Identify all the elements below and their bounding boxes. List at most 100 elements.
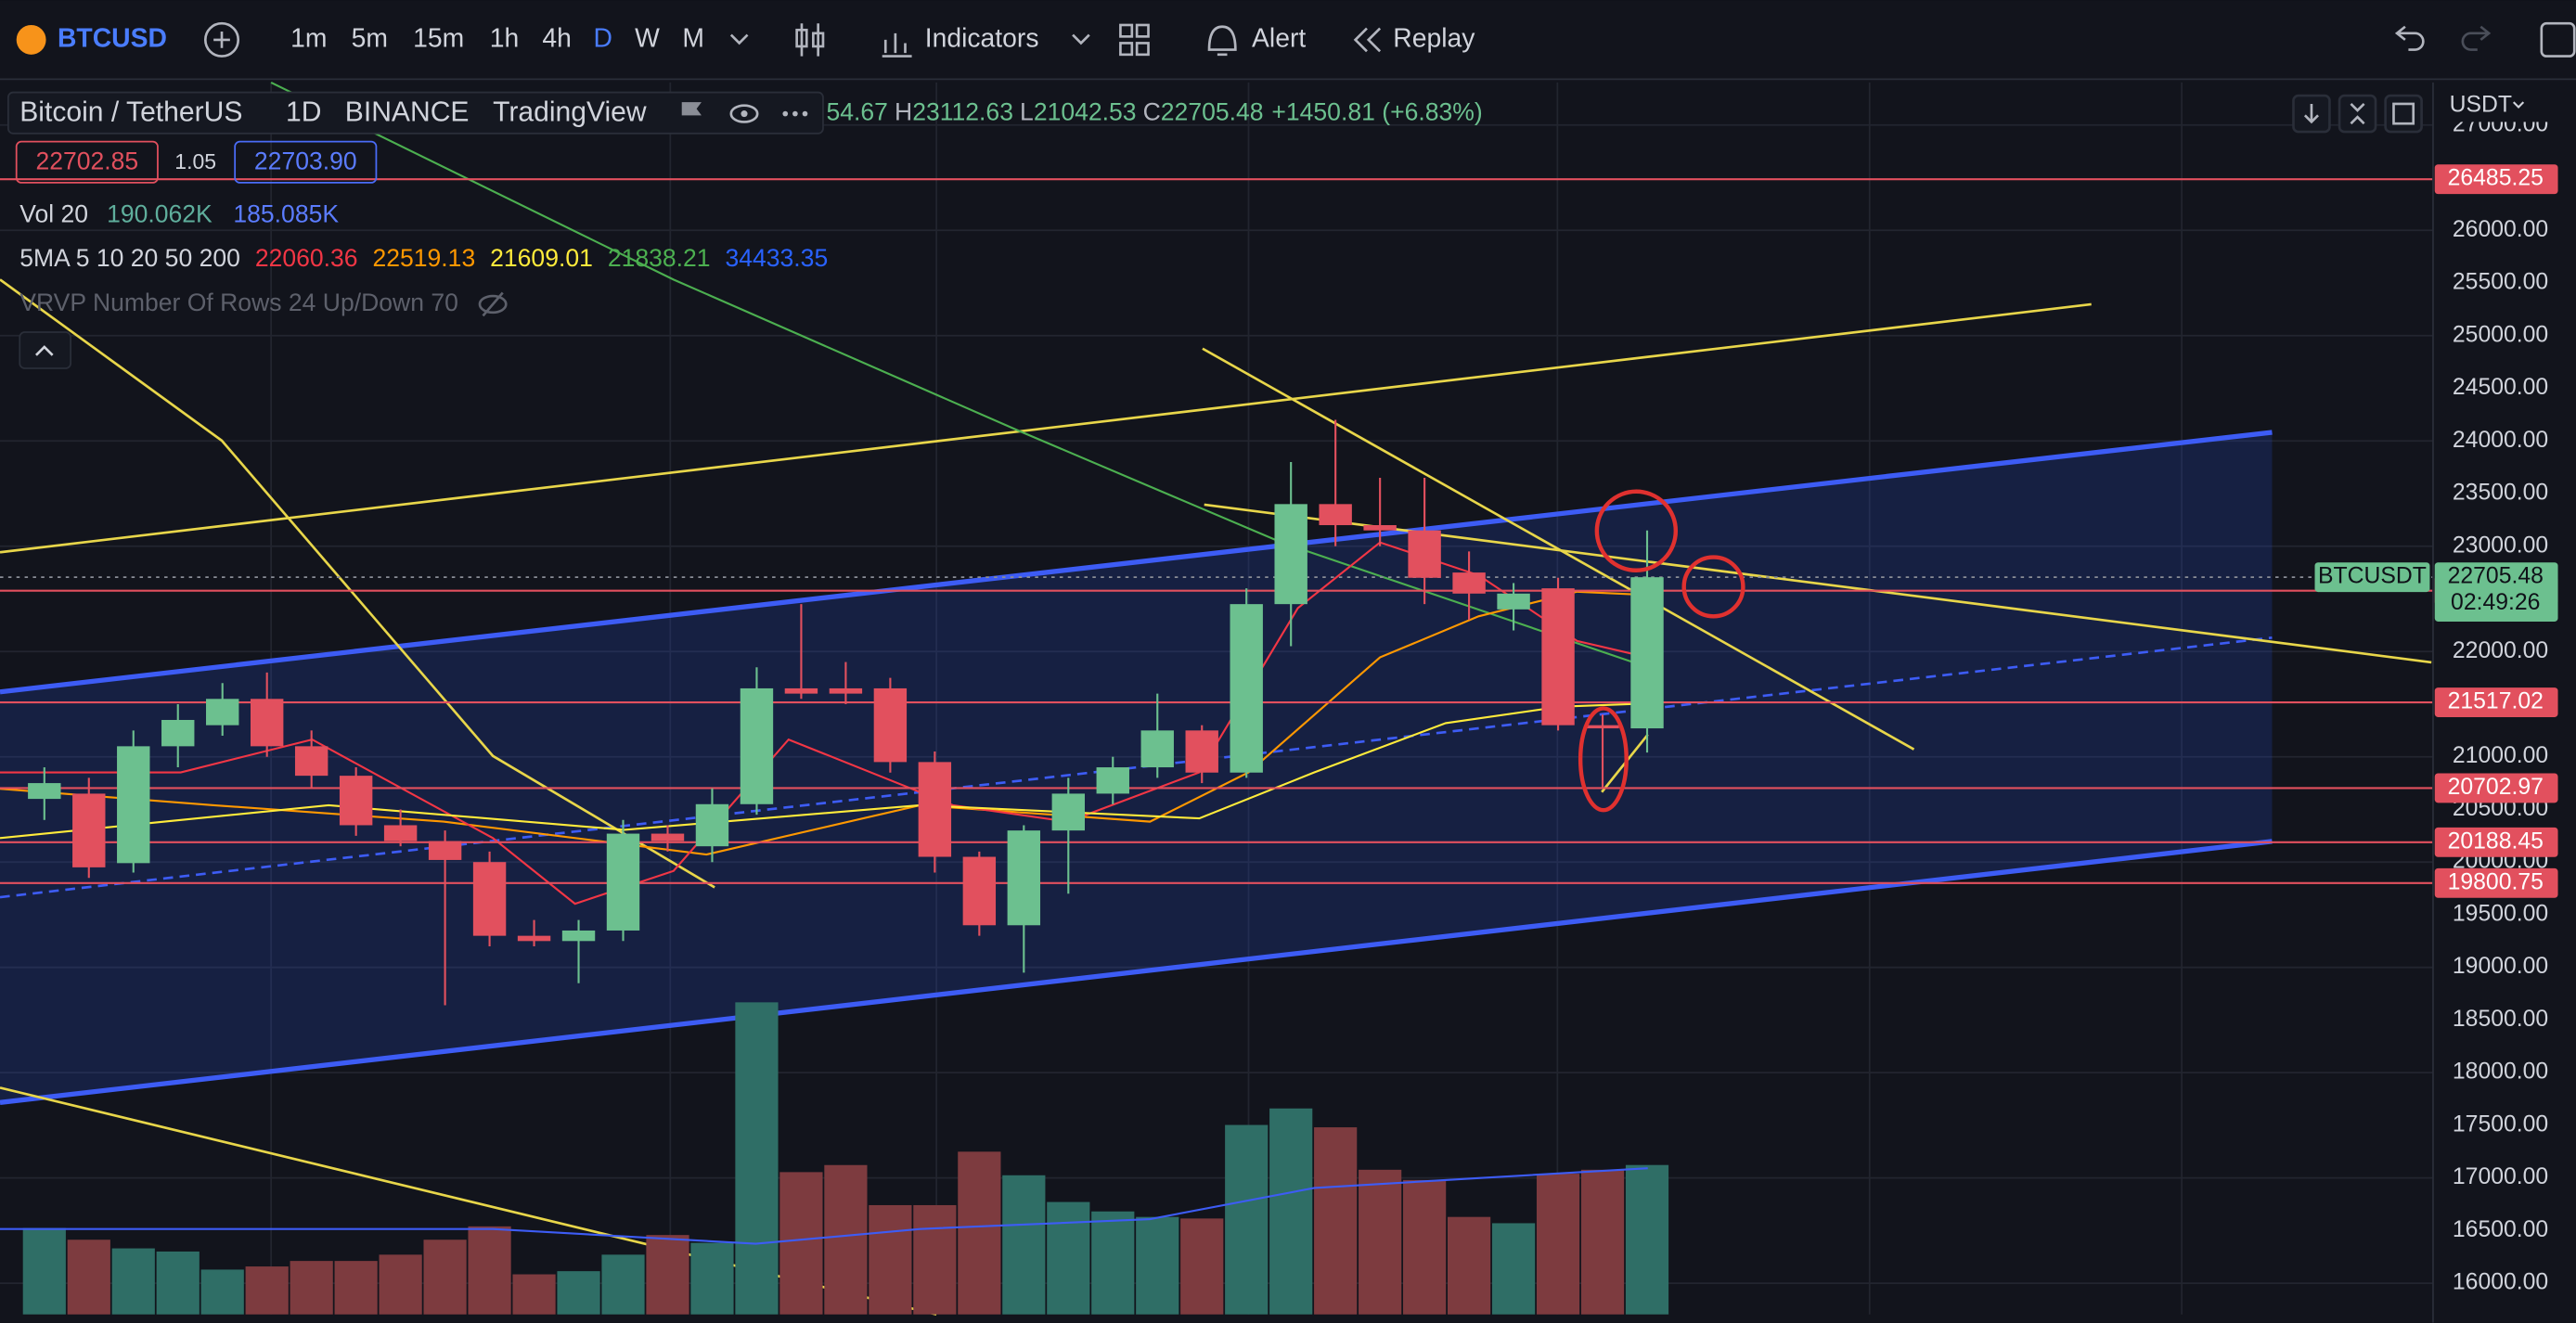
price-tag	[2434, 164, 2558, 195]
price-tag-label: 20188.45	[2448, 828, 2544, 854]
y-tick-label: 26000.00	[2453, 217, 2548, 242]
candle-body	[1363, 525, 1397, 531]
alert-button[interactable]: Alert	[1252, 23, 1306, 53]
interval-dropdown[interactable]	[729, 33, 749, 45]
volume-bar	[824, 1164, 868, 1315]
interval-button[interactable]: D	[594, 23, 612, 53]
volume-value: 190.062K	[107, 199, 213, 227]
candle-body	[695, 803, 729, 847]
volume-bar	[111, 1248, 155, 1315]
ma-value: 21609.01	[490, 244, 593, 272]
ask: 22703.90	[254, 148, 357, 175]
volume-bar	[958, 1151, 1001, 1315]
chart-type[interactable]	[795, 23, 825, 57]
y-tick-label: 18500.00	[2453, 1007, 2548, 1032]
y-tick-label: 23500.00	[2453, 481, 2548, 506]
replay-button[interactable]: Replay	[1393, 23, 1475, 53]
toolbar	[0, 0, 2576, 80]
y-tick-label: 18000.00	[2453, 1060, 2548, 1085]
ohlc-value: 21042.53	[1034, 98, 1137, 126]
ma-value: 22060.36	[255, 244, 358, 272]
pane-buttons[interactable]	[2292, 94, 2423, 134]
volume-label: Vol 20	[19, 199, 88, 227]
interval-button[interactable]: M	[682, 23, 704, 53]
volume-bar	[1359, 1169, 1402, 1315]
y-tick-label: 19500.00	[2453, 901, 2548, 926]
alert-icon	[1207, 25, 1237, 57]
undo[interactable]	[2394, 25, 2425, 51]
candle-body	[606, 833, 640, 931]
candle-body	[383, 825, 418, 841]
candle-body	[517, 935, 551, 942]
ohlc-value: 23112.63	[912, 98, 1013, 126]
more-icon[interactable]	[782, 110, 808, 117]
bid-box[interactable]	[15, 140, 159, 184]
flag-icon[interactable]	[681, 102, 702, 116]
fullscreen[interactable]	[2540, 21, 2576, 58]
volume-bar	[1314, 1127, 1358, 1315]
visibility-icon[interactable]	[729, 104, 759, 123]
interval-button[interactable]: 1m	[290, 23, 327, 53]
candle-body	[72, 793, 106, 867]
hidden-icon[interactable]	[478, 291, 508, 317]
indicators-dropdown[interactable]	[1072, 33, 1090, 45]
candle-body	[472, 862, 507, 936]
volume-bar	[1180, 1218, 1224, 1315]
ma-5	[0, 541, 1648, 906]
legend-ohlc: 54.67 H23112.63 L21042.53 C22705.48 +1450.81…	[827, 98, 1483, 126]
interval-button[interactable]: 5m	[352, 23, 388, 53]
ma-value: 34433.35	[725, 244, 828, 272]
interval-button[interactable]: 4h	[542, 23, 572, 53]
ohlc-label: C	[1143, 98, 1161, 126]
candle-body	[1140, 730, 1174, 768]
candle-body	[918, 762, 952, 857]
redo[interactable]	[2461, 25, 2492, 51]
ma-value: 21838.21	[608, 244, 711, 272]
layouts[interactable]	[1119, 23, 1150, 57]
ask-box[interactable]	[234, 140, 378, 184]
interval-group: 1m 5m 15m 1h 4h D W M	[290, 23, 704, 53]
collapse-legend[interactable]	[19, 331, 72, 369]
volume-bar	[379, 1254, 422, 1315]
interval-button[interactable]: W	[635, 23, 660, 53]
price-tag	[2434, 867, 2558, 898]
candle-body	[1452, 572, 1486, 594]
y-tick-label: 17000.00	[2453, 1164, 2548, 1189]
candle-body	[339, 776, 373, 826]
ma-label: 5MA 5 10 20 50 200	[19, 244, 240, 272]
currency-selector[interactable]: USDT	[2450, 92, 2512, 117]
volume-bar	[1580, 1169, 1625, 1315]
symbol-tag-label: BTCUSDT	[2318, 564, 2427, 589]
last-price-tag	[2434, 562, 2558, 622]
candle-body	[1586, 725, 1619, 729]
candle-body	[740, 687, 774, 804]
candle-body	[294, 746, 328, 777]
volume-bar	[1403, 1179, 1447, 1315]
indicators-button[interactable]: Indicators	[925, 23, 1039, 53]
price-tag	[2434, 827, 2558, 857]
volume-bar	[1269, 1108, 1313, 1315]
volume-bar	[735, 1002, 779, 1315]
interval-button[interactable]: 15m	[413, 23, 464, 53]
replay-icon	[1353, 27, 1382, 53]
volume-bar	[1625, 1164, 1669, 1315]
price-axis: 16000.00 16500.00 17000.00 17500.00 18000.00…	[2432, 82, 2576, 1323]
volume-bar	[1002, 1175, 1046, 1315]
channel-mid	[0, 636, 2273, 899]
interval-button[interactable]: 1h	[490, 23, 520, 53]
y-tick-label: 16500.00	[2453, 1217, 2548, 1242]
candle-body	[1541, 588, 1575, 726]
ma-20	[0, 702, 1648, 840]
ohlc-value: 22705.48	[1161, 98, 1264, 126]
candle-body	[250, 699, 284, 747]
volume-bar	[869, 1204, 912, 1315]
last-price-label: 22705.48	[2448, 564, 2544, 589]
volume-bar	[601, 1254, 645, 1315]
countdown: 02:49:26	[2451, 590, 2540, 615]
plot-area: BTCUSDT	[0, 81, 2433, 1317]
symbol[interactable]: BTCUSD	[58, 23, 167, 53]
annotation-circle	[1578, 706, 1629, 813]
add-symbol[interactable]	[203, 21, 240, 58]
volume-bar	[1047, 1201, 1090, 1315]
volume-bar	[646, 1235, 689, 1315]
